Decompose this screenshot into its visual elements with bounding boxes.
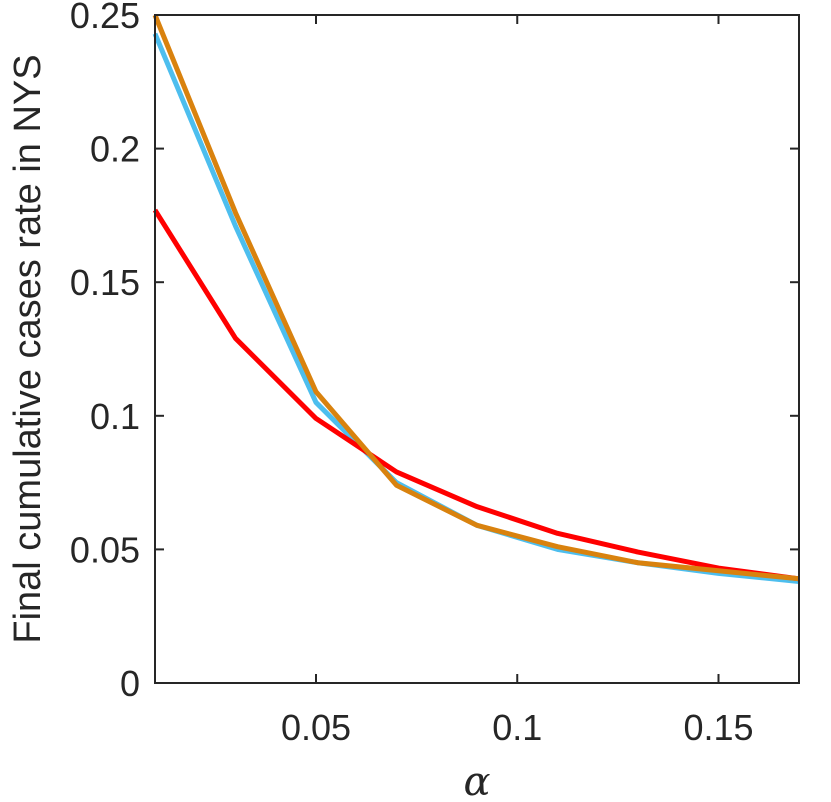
series-line-1 [152,32,800,584]
plot-area-frame [154,14,800,684]
y-tick-label: 0.15 [70,262,140,303]
series-layer [152,14,800,584]
y-tick-label: 0.1 [90,396,140,437]
y-tick-label: 0.25 [70,0,140,36]
x-tick-label: 0.15 [683,707,753,748]
ticks-layer: 0 0.05 0.1 0.15 0.2 0.25 0.05 0.1 0.15 [70,0,799,748]
x-tick-label: 0.05 [281,707,351,748]
y-tick-label: 0 [120,663,140,704]
series-line-2 [152,208,800,582]
x-axis-label: α [463,759,490,802]
series-line-3 [152,14,800,582]
y-tick-label: 0.2 [90,129,140,170]
y-axis-label: Final cumulative cases rate in NYS [7,54,49,643]
y-tick-label: 0.05 [70,529,140,570]
x-tick-label: 0.1 [492,707,542,748]
